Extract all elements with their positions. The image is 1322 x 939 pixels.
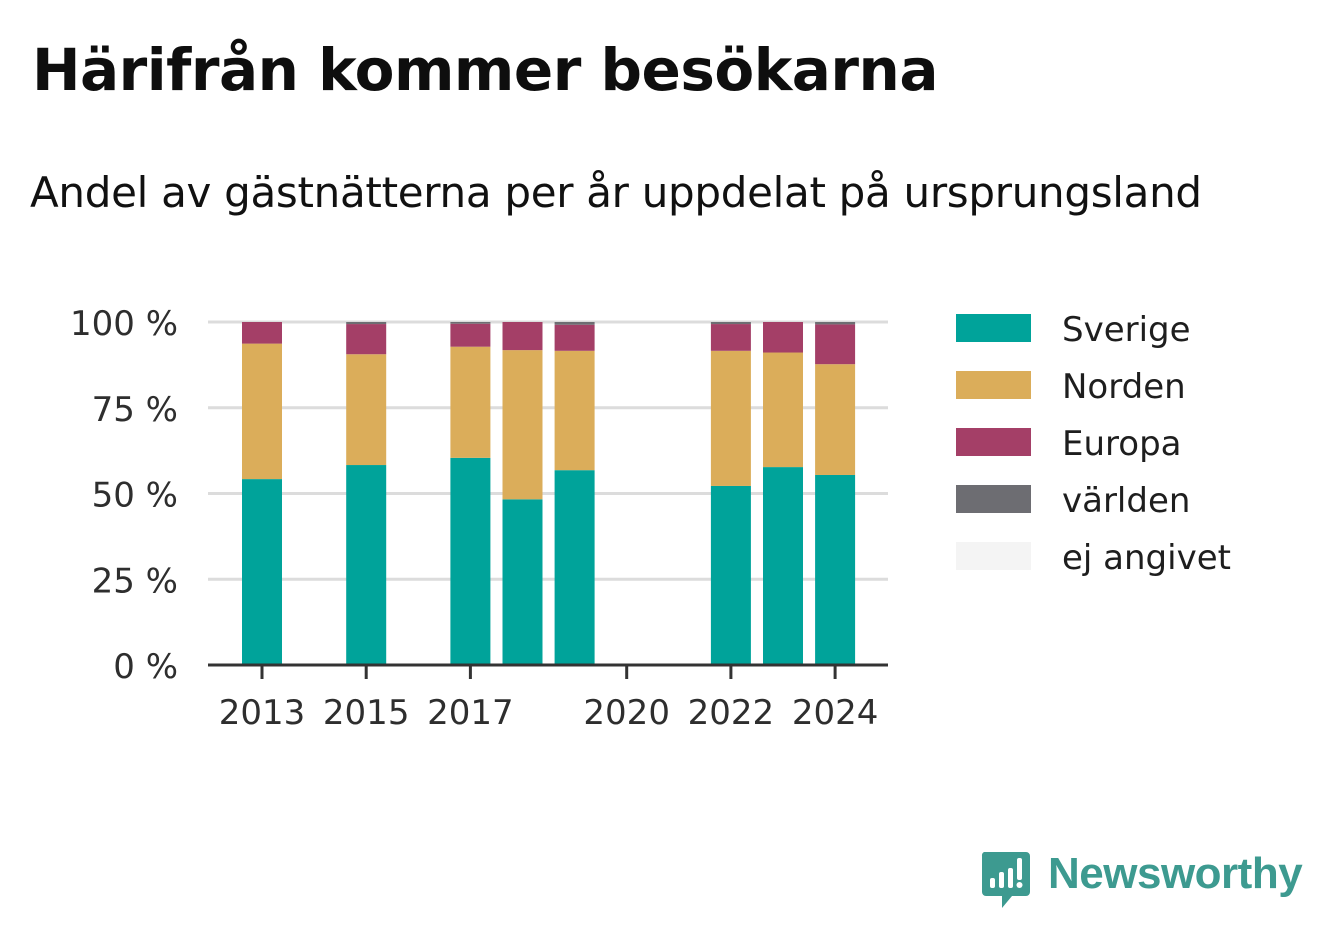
newsworthy-logo-icon xyxy=(981,852,1030,908)
y-tick-label: 0 % xyxy=(113,647,178,687)
bar-segment xyxy=(763,467,803,665)
bar-segment xyxy=(763,352,803,468)
legend-swatch xyxy=(956,371,1031,399)
bar-segment xyxy=(554,322,595,325)
bar-segment xyxy=(242,479,282,665)
bar-segment xyxy=(815,474,856,665)
x-tick-label: 2024 xyxy=(792,693,879,733)
bar-segment xyxy=(450,323,491,347)
legend-label: Sverige xyxy=(1062,310,1191,350)
bar-segment xyxy=(346,322,387,325)
bar-segment xyxy=(710,322,751,325)
brand-name: Newsworthy xyxy=(1048,849,1303,898)
y-tick-label: 25 % xyxy=(92,561,178,601)
bar-segment xyxy=(502,499,543,665)
bar-segment xyxy=(815,364,856,475)
legend-label: Europa xyxy=(1062,424,1181,464)
bar-segment xyxy=(815,322,856,325)
x-tick-label: 2013 xyxy=(219,693,306,733)
x-tick-label: 2015 xyxy=(323,693,410,733)
y-tick-label: 75 % xyxy=(92,390,178,430)
legend-swatch xyxy=(956,542,1031,570)
chart-title: Härifrån kommer besökarna xyxy=(32,36,938,104)
y-tick-label: 50 % xyxy=(92,476,178,516)
y-tick-label: 100 % xyxy=(70,304,178,344)
legend-label: världen xyxy=(1062,481,1190,521)
bar-segment xyxy=(450,346,491,458)
x-tick-label: 2020 xyxy=(583,693,670,733)
bar-segment xyxy=(450,322,491,324)
legend: Sverige Norden Europa världen ej angivet xyxy=(956,310,1231,578)
bar-segment xyxy=(710,324,751,351)
bars xyxy=(242,322,856,665)
chart-subtitle: Andel av gästnätterna per år uppdelat på… xyxy=(30,168,1202,217)
bar-segment xyxy=(502,350,543,500)
bar-segment xyxy=(710,350,751,486)
legend-swatch xyxy=(956,314,1031,342)
x-tick-label: 2022 xyxy=(688,693,775,733)
legend-label: ej angivet xyxy=(1062,538,1231,578)
bar-segment xyxy=(815,324,856,365)
bar-segment xyxy=(242,322,282,344)
x-tick-label: 2017 xyxy=(427,693,514,733)
bar-segment xyxy=(450,457,491,665)
bar-segment xyxy=(242,343,282,480)
legend-swatch xyxy=(956,485,1031,513)
bar-segment xyxy=(346,354,387,466)
axes: 0 % 25 % 50 % 75 % 100 % 2013 2015 2017 2020 2022… xyxy=(70,304,888,733)
legend-label: Norden xyxy=(1062,367,1186,407)
bar-segment xyxy=(554,470,595,665)
bar-segment xyxy=(346,465,387,665)
bar-segment xyxy=(710,485,751,665)
legend-swatch xyxy=(956,428,1031,456)
bar-segment xyxy=(554,324,595,351)
bar-segment xyxy=(554,350,595,471)
bar-segment xyxy=(346,324,387,355)
bar-segment xyxy=(763,322,803,353)
bar-segment xyxy=(502,322,543,351)
